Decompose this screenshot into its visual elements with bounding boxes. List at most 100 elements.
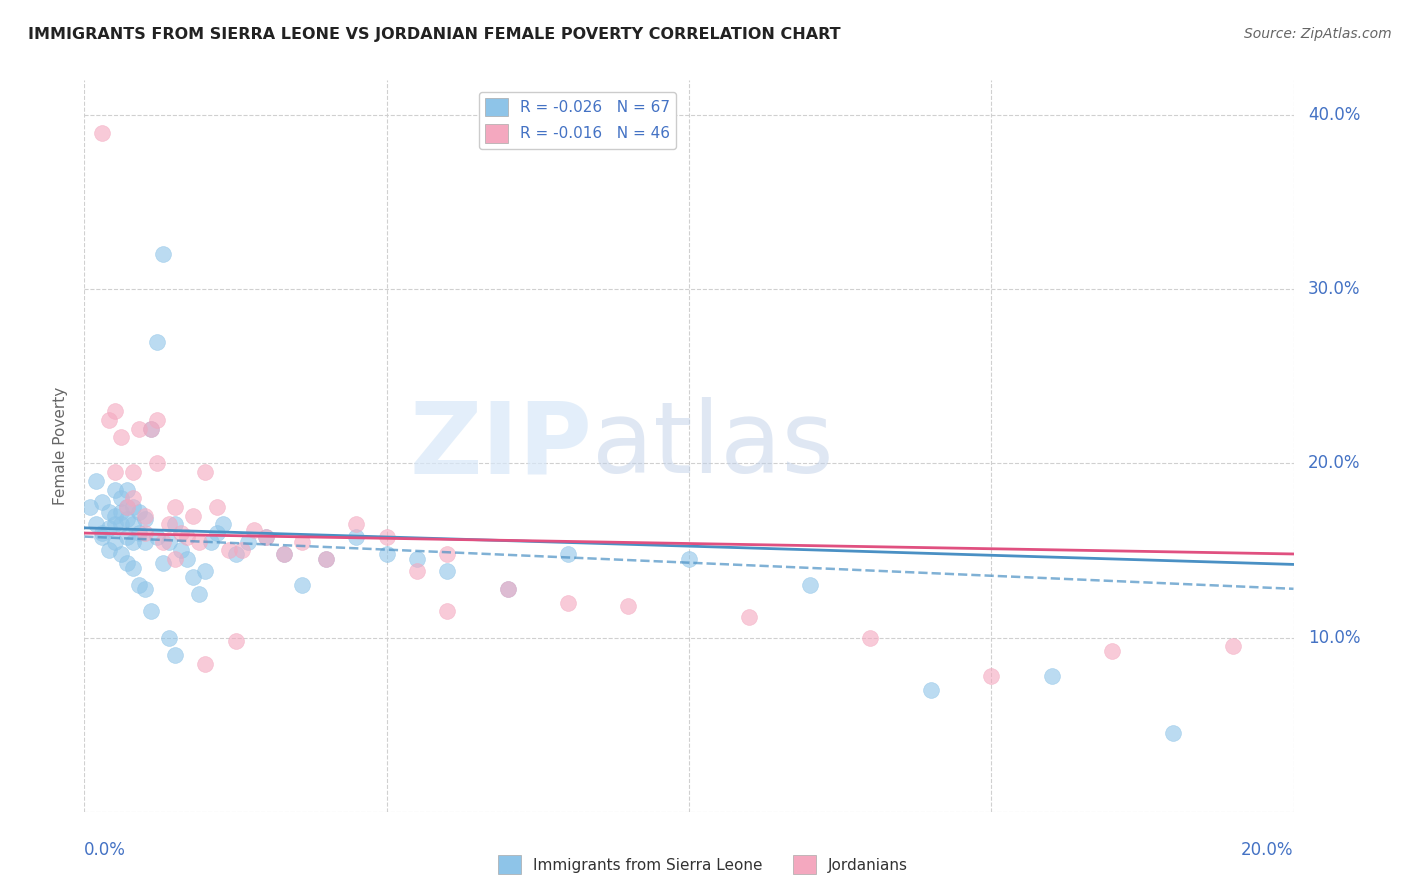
- Point: [146, 413, 169, 427]
- Point: [859, 631, 882, 645]
- Point: [115, 500, 138, 514]
- Point: [188, 534, 211, 549]
- Point: [557, 596, 579, 610]
- Point: [146, 334, 169, 349]
- Point: [1161, 726, 1184, 740]
- Point: [225, 634, 247, 648]
- Point: [104, 483, 127, 497]
- Point: [91, 526, 114, 541]
- Point: [97, 413, 120, 427]
- Point: [104, 508, 127, 523]
- Point: [346, 530, 368, 544]
- Point: [799, 578, 821, 592]
- Point: [207, 500, 229, 514]
- Point: [236, 534, 259, 549]
- Point: [181, 508, 204, 523]
- Y-axis label: Female Poverty: Female Poverty: [53, 387, 69, 505]
- Point: [152, 534, 174, 549]
- Point: [115, 556, 138, 570]
- Point: [738, 609, 761, 624]
- Point: [121, 491, 143, 506]
- Point: [165, 517, 187, 532]
- Point: [194, 657, 217, 671]
- Text: ZIP: ZIP: [409, 398, 592, 494]
- Point: [121, 534, 143, 549]
- Point: [375, 530, 398, 544]
- Point: [157, 534, 180, 549]
- Point: [406, 565, 429, 579]
- Point: [152, 556, 174, 570]
- Point: [212, 517, 235, 532]
- Text: 10.0%: 10.0%: [1308, 629, 1361, 647]
- Point: [128, 505, 150, 519]
- Point: [207, 526, 229, 541]
- Point: [273, 547, 295, 561]
- Point: [110, 430, 132, 444]
- Point: [188, 587, 211, 601]
- Point: [128, 421, 150, 435]
- Point: [165, 648, 187, 662]
- Point: [86, 517, 108, 532]
- Text: Source: ZipAtlas.com: Source: ZipAtlas.com: [1244, 27, 1392, 41]
- Text: 40.0%: 40.0%: [1308, 106, 1361, 124]
- Text: 20.0%: 20.0%: [1241, 841, 1294, 859]
- Point: [104, 534, 127, 549]
- Point: [97, 505, 120, 519]
- Point: [176, 530, 198, 544]
- Point: [91, 494, 114, 508]
- Text: 20.0%: 20.0%: [1308, 454, 1361, 473]
- Point: [121, 561, 143, 575]
- Point: [406, 552, 429, 566]
- Point: [678, 552, 700, 566]
- Point: [110, 547, 132, 561]
- Point: [134, 534, 156, 549]
- Point: [375, 547, 398, 561]
- Point: [91, 126, 114, 140]
- Text: 0.0%: 0.0%: [84, 841, 127, 859]
- Point: [496, 582, 519, 596]
- Point: [139, 421, 162, 435]
- Point: [121, 465, 143, 479]
- Point: [104, 465, 127, 479]
- Point: [200, 534, 222, 549]
- Point: [496, 582, 519, 596]
- Point: [436, 547, 458, 561]
- Point: [134, 526, 156, 541]
- Point: [170, 543, 193, 558]
- Point: [194, 565, 217, 579]
- Point: [291, 578, 314, 592]
- Point: [134, 582, 156, 596]
- Point: [1040, 669, 1063, 683]
- Text: 30.0%: 30.0%: [1308, 280, 1361, 298]
- Point: [86, 474, 108, 488]
- Point: [110, 491, 132, 506]
- Point: [242, 523, 264, 537]
- Point: [104, 517, 127, 532]
- Point: [79, 500, 101, 514]
- Point: [104, 404, 127, 418]
- Point: [225, 547, 247, 561]
- Point: [134, 508, 156, 523]
- Point: [121, 500, 143, 514]
- Point: [617, 599, 640, 614]
- Point: [218, 543, 240, 558]
- Point: [128, 526, 150, 541]
- Point: [176, 552, 198, 566]
- Point: [165, 552, 187, 566]
- Point: [139, 604, 162, 618]
- Point: [231, 543, 253, 558]
- Point: [115, 500, 138, 514]
- Point: [273, 547, 295, 561]
- Point: [110, 517, 132, 532]
- Text: IMMIGRANTS FROM SIERRA LEONE VS JORDANIAN FEMALE POVERTY CORRELATION CHART: IMMIGRANTS FROM SIERRA LEONE VS JORDANIA…: [28, 27, 841, 42]
- Point: [194, 465, 217, 479]
- Point: [181, 569, 204, 583]
- Point: [110, 505, 132, 519]
- Point: [291, 534, 314, 549]
- Point: [254, 530, 277, 544]
- Legend: R = -0.026   N = 67, R = -0.016   N = 46: R = -0.026 N = 67, R = -0.016 N = 46: [479, 92, 676, 149]
- Point: [152, 247, 174, 261]
- Point: [920, 682, 942, 697]
- Point: [436, 565, 458, 579]
- Point: [254, 530, 277, 544]
